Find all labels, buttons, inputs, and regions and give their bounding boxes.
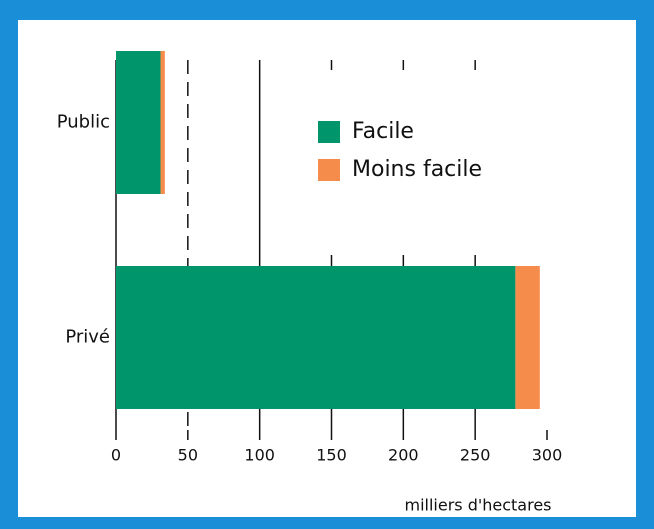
x-tick-label: 50 (178, 446, 198, 465)
x-tick-label: 0 (111, 446, 121, 465)
y-tick-label: Public (57, 112, 110, 133)
legend-label: Facile (352, 119, 414, 144)
x-tick-label: 150 (316, 446, 347, 465)
x-tick-label: 200 (388, 446, 419, 465)
legend-swatch (318, 121, 340, 143)
x-axis-label: milliers d'hectares (404, 496, 551, 515)
bar-segment (116, 51, 161, 194)
bar-segment (515, 266, 540, 409)
bar-segment (160, 51, 165, 194)
y-tick-label: Privé (65, 327, 110, 348)
legend-swatch (318, 159, 340, 181)
legend-label: Moins facile (352, 157, 482, 182)
x-tick-label: 250 (460, 446, 491, 465)
x-tick-label: 300 (532, 446, 563, 465)
bar-segment (116, 266, 516, 409)
x-tick-label: 100 (244, 446, 275, 465)
